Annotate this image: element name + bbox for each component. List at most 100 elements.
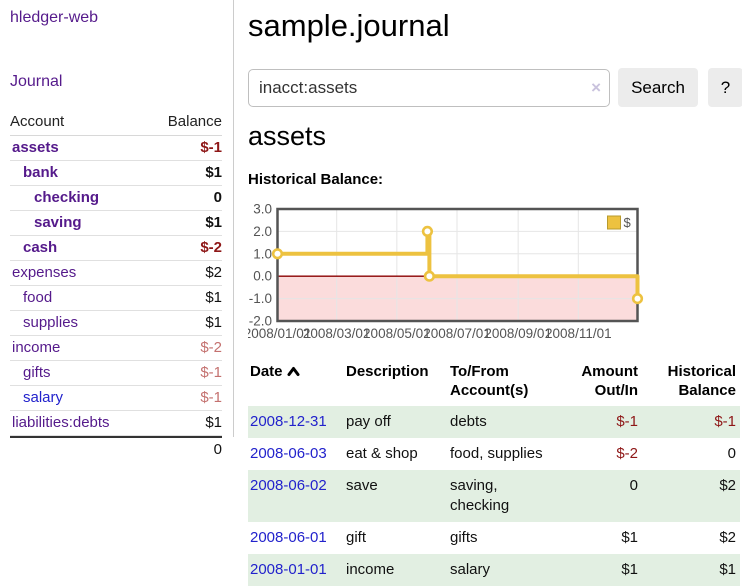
- column-header-amount[interactable]: Amount Out/In: [581, 363, 638, 399]
- account-link[interactable]: expenses: [12, 264, 77, 281]
- transaction-description: income: [346, 561, 395, 578]
- transaction-accounts: salary: [450, 561, 491, 578]
- transaction-balance: $-1: [714, 413, 736, 430]
- search-button[interactable]: Search: [618, 68, 698, 107]
- account-row: gifts $-1: [10, 361, 222, 386]
- account-link[interactable]: assets: [12, 139, 59, 156]
- account-balance: $-1: [200, 364, 222, 381]
- y-tick-label: -2.0: [249, 314, 272, 329]
- account-link[interactable]: income: [12, 339, 61, 356]
- table-row: 2008-01-01 income salary $1 $1: [248, 554, 740, 586]
- account-link[interactable]: salary: [23, 389, 64, 406]
- x-tick-label: 2008/07/01: [423, 326, 491, 341]
- search-input-wrap: ×: [248, 68, 610, 107]
- sidebar: hledger-web Journal Account Balance asse…: [10, 0, 222, 461]
- sort-asc-icon: [287, 363, 300, 382]
- account-link[interactable]: checking: [34, 189, 100, 206]
- account-balance: $-1: [200, 139, 222, 156]
- account-row: assets $-1: [10, 136, 222, 161]
- help-button[interactable]: ?: [708, 68, 742, 107]
- account-link[interactable]: food: [23, 289, 53, 306]
- table-row: 2008-06-01 gift gifts $1 $2: [248, 522, 740, 554]
- transaction-description: gift: [346, 529, 367, 546]
- account-balance: $1: [205, 289, 222, 306]
- clear-search-icon[interactable]: ×: [591, 77, 601, 97]
- sidebar-divider: [233, 0, 234, 437]
- data-point[interactable]: [423, 270, 435, 282]
- data-point[interactable]: [631, 292, 644, 305]
- transaction-balance: $1: [719, 561, 736, 578]
- transaction-balance: $2: [719, 529, 736, 546]
- sidebar-accounts: assets $-1 bank $1 checking 0 saving $1 cash $-2 e…: [10, 136, 222, 436]
- search-input[interactable]: [248, 68, 610, 107]
- column-header-date[interactable]: Date: [248, 358, 346, 406]
- transaction-description: save: [346, 477, 378, 494]
- transaction-date-link[interactable]: 2008-01-01: [250, 561, 327, 578]
- account-row: bank $1: [10, 161, 222, 186]
- account-row: checking 0: [10, 186, 222, 211]
- account-link[interactable]: bank: [23, 164, 59, 181]
- chart-svg: $3.0 2.0 1.0 0.0 -1.0 -2.02008/01/012008/03/0…: [244, 202, 644, 341]
- transaction-accounts: saving, checking: [450, 477, 510, 514]
- column-header-balance[interactable]: Historical Balance: [667, 363, 736, 399]
- x-tick-label: 2008/03/01: [303, 326, 371, 341]
- transaction-date-link[interactable]: 2008-06-03: [250, 445, 327, 462]
- register-table: Date Description To/From Account(s) Amou…: [248, 358, 740, 586]
- transaction-date-link[interactable]: 2008-06-02: [250, 477, 327, 494]
- account-link[interactable]: liabilities:debts: [12, 414, 110, 431]
- main-panel: sample.journal × Search ? assets Histori…: [244, 0, 742, 586]
- nav-journal-link[interactable]: Journal: [10, 73, 63, 90]
- account-row: income $-2: [10, 336, 222, 361]
- account-link[interactable]: gifts: [23, 364, 51, 381]
- data-point[interactable]: [271, 248, 284, 260]
- y-tick-label: 2.0: [253, 224, 272, 239]
- accounts-total-value: 0: [213, 441, 222, 458]
- account-balance: $1: [205, 164, 222, 181]
- data-point[interactable]: [421, 225, 434, 238]
- accounts-header-balance: Balance: [167, 113, 222, 130]
- account-balance: $1: [205, 214, 222, 231]
- table-row: 2008-06-03 eat & shop food, supplies $-2 0: [248, 438, 740, 470]
- transaction-amount: $1: [621, 529, 638, 546]
- accounts-total-row: 0: [10, 436, 222, 461]
- account-row: saving $1: [10, 211, 222, 236]
- account-balance: $-1: [200, 389, 222, 406]
- register-table-body: 2008-12-31 pay off debts $-1 $-1 2008-06-03 ea…: [248, 406, 740, 586]
- transaction-balance: 0: [727, 445, 736, 462]
- transaction-date-link[interactable]: 2008-12-31: [250, 413, 327, 430]
- transaction-date-link[interactable]: 2008-06-01: [250, 529, 327, 546]
- y-tick-label: 1.0: [253, 246, 272, 261]
- account-link[interactable]: cash: [23, 239, 58, 256]
- account-heading: assets: [248, 121, 327, 151]
- x-tick-label: 2008/01/01: [248, 326, 311, 341]
- account-balance: $2: [205, 264, 222, 281]
- accounts-header-account: Account: [10, 113, 65, 130]
- transaction-description: pay off: [346, 413, 391, 430]
- table-row: 2008-06-02 save saving, checking 0 $2: [248, 470, 740, 522]
- account-link[interactable]: saving: [34, 214, 82, 231]
- account-row: salary $-1: [10, 386, 222, 411]
- account-row: cash $-2: [10, 236, 222, 261]
- account-balance: $1: [205, 314, 222, 331]
- account-row: supplies $1: [10, 311, 222, 336]
- register-table-head: Date Description To/From Account(s) Amou…: [248, 358, 740, 406]
- account-link[interactable]: supplies: [23, 314, 79, 331]
- historical-balance-chart: $3.0 2.0 1.0 0.0 -1.0 -2.0 2008/01/01 2008/03/0…: [244, 197, 718, 347]
- account-row: liabilities:debts $1: [10, 411, 222, 436]
- transaction-balance: $2: [719, 477, 736, 494]
- x-tick-label: 2008/09/01: [484, 326, 552, 341]
- transaction-amount: $1: [621, 561, 638, 578]
- transaction-accounts: gifts: [450, 529, 478, 546]
- chart-title: Historical Balance:: [248, 171, 384, 188]
- column-header-description[interactable]: Description: [346, 363, 429, 380]
- x-tick-label: 2008/05/01: [363, 326, 431, 341]
- account-balance: $1: [205, 414, 222, 431]
- transaction-accounts: debts: [450, 413, 487, 430]
- account-balance: $-2: [200, 339, 222, 356]
- transaction-amount: 0: [629, 477, 638, 494]
- page-title: sample.journal: [248, 8, 450, 43]
- app-brand-link[interactable]: hledger-web: [10, 9, 99, 26]
- account-balance: 0: [213, 189, 222, 206]
- x-tick-label: 2008/11/01: [545, 326, 612, 341]
- column-header-accounts[interactable]: To/From Account(s): [450, 363, 529, 399]
